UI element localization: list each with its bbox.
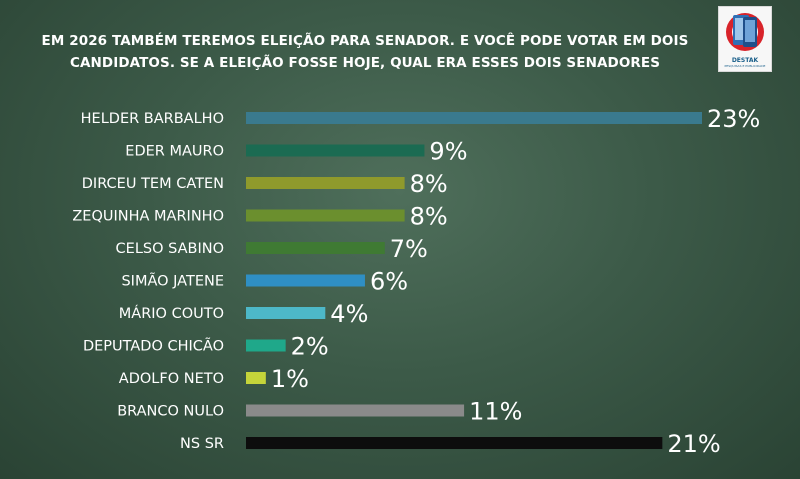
- bar: [246, 404, 465, 417]
- bar: [246, 274, 365, 287]
- bar: [246, 144, 425, 157]
- category-label: DEPUTADO CHICÃO: [83, 338, 224, 355]
- value-label: 11%: [469, 398, 522, 426]
- value-label: 4%: [330, 300, 368, 328]
- bar: [246, 339, 286, 352]
- logo-tagline: PESQUISAS E PUBLICIDADE: [724, 64, 766, 68]
- category-label: SIMÃO JATENE: [121, 273, 224, 290]
- category-label: MÁRIO COUTO: [119, 305, 224, 322]
- bar: [246, 209, 405, 222]
- value-label: 2%: [291, 333, 329, 361]
- value-label: 21%: [667, 430, 720, 458]
- category-label: DIRCEU TEM CATEN: [82, 176, 224, 192]
- value-label: 8%: [410, 170, 448, 198]
- bar: [246, 177, 405, 189]
- chart-title-line-1: EM 2026 TAMBÉM TEREMOS ELEIÇÃO PARA SENA…: [41, 33, 689, 49]
- value-label: 6%: [370, 268, 408, 296]
- value-label: 8%: [410, 203, 448, 231]
- bar: [246, 112, 702, 124]
- phone-ballot-logo-icon: [726, 13, 764, 51]
- category-label: CELSO SABINO: [116, 241, 224, 257]
- category-label: HELDER BARBALHO: [81, 111, 224, 127]
- value-label: 9%: [429, 138, 467, 166]
- category-label: EDER MAURO: [125, 144, 224, 160]
- destak-logo: DESTAK PESQUISAS E PUBLICIDADE: [718, 6, 772, 72]
- value-label: 1%: [271, 365, 309, 393]
- category-label: ZEQUINHA MARINHO: [72, 209, 224, 225]
- value-label: 7%: [390, 235, 428, 263]
- category-label: BRANCO NULO: [117, 404, 224, 420]
- category-label: NS SR: [180, 436, 224, 452]
- bar: [246, 372, 266, 384]
- bar: [246, 307, 326, 319]
- chart-title: EM 2026 TAMBÉM TEREMOS ELEIÇÃO PARA SENA…: [30, 30, 700, 74]
- bar: [246, 437, 663, 449]
- category-label: ADOLFO NETO: [119, 371, 224, 387]
- value-label: 23%: [707, 105, 760, 133]
- chart-title-line-2: CANDIDATOS. SE A ELEIÇÃO FOSSE HOJE, QUA…: [69, 55, 661, 71]
- bar: [246, 242, 385, 254]
- logo-brand-name: DESTAK: [731, 57, 759, 64]
